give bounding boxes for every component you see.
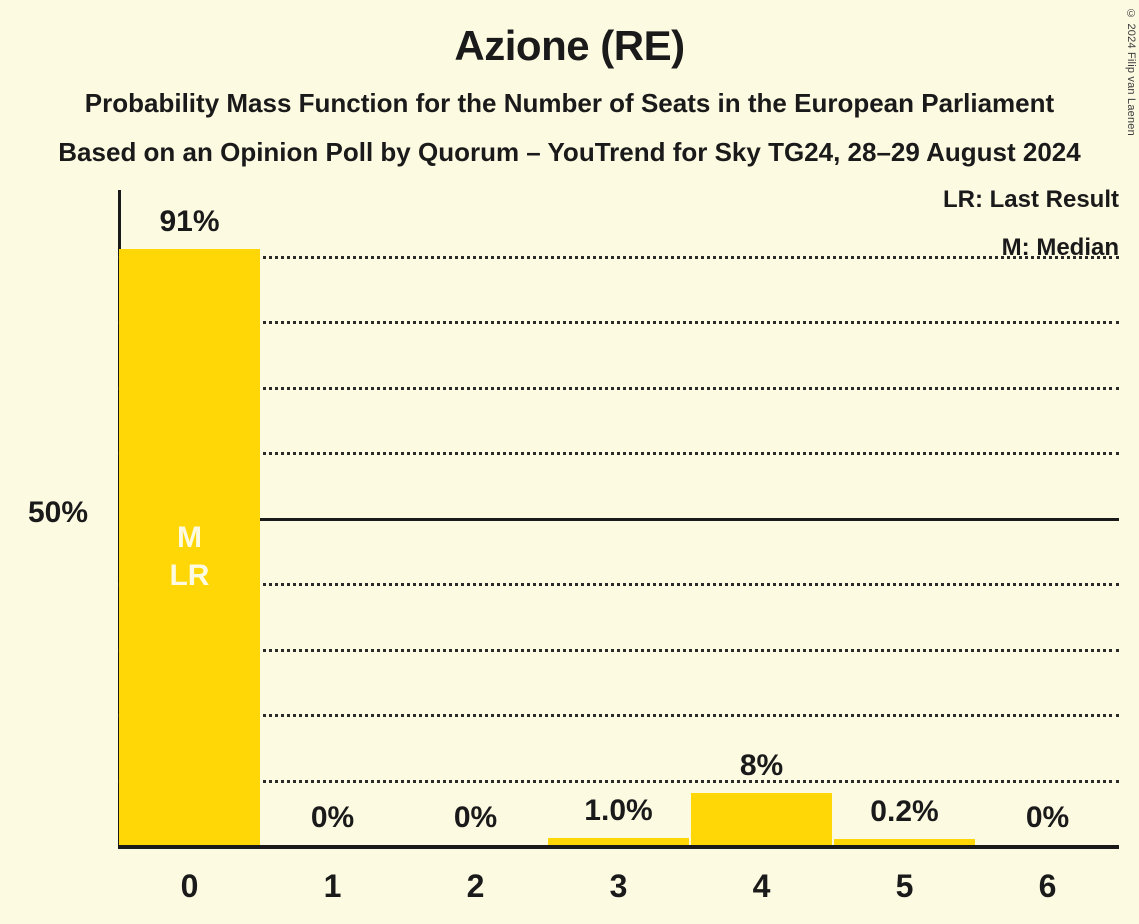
y-axis-label-50: 50%	[28, 496, 89, 529]
median-marker: M	[176, 520, 202, 554]
x-tick-0: 0	[180, 868, 199, 904]
last-result-marker: LR	[169, 558, 210, 592]
x-tick-3: 3	[609, 868, 628, 904]
bar-seats-4	[691, 792, 832, 845]
value-label-seats-3: 1.0%	[584, 794, 653, 828]
value-label-seats-4: 8%	[739, 748, 784, 782]
bar-seats-0: M LR	[119, 248, 260, 845]
gridline-40	[118, 583, 1119, 586]
gridline-70	[118, 386, 1119, 390]
bar-seats-5	[834, 839, 975, 845]
gridline-major-50	[118, 517, 1119, 521]
gridline-20	[118, 714, 1119, 717]
gridline-10	[118, 779, 1119, 783]
bar-marker-group: M LR	[119, 519, 259, 595]
bar-seats-3	[548, 838, 689, 845]
value-label-seats-1: 0%	[310, 801, 355, 834]
x-tick-4: 4	[752, 868, 771, 904]
x-tick-1: 1	[323, 868, 342, 904]
x-tick-6: 6	[1038, 868, 1057, 904]
x-axis-line	[118, 845, 1119, 849]
plot-area: M LR	[118, 190, 1119, 848]
copyright-notice: © 2024 Filip van Laenen	[1125, 8, 1137, 136]
page-title: Azione (RE)	[454, 22, 685, 69]
gridline-90	[118, 255, 1119, 259]
value-label-seats-5: 0.2%	[870, 795, 939, 828]
value-label-seats-2: 0%	[453, 801, 498, 834]
legend-last-result: LR: Last Result	[942, 186, 1119, 213]
chart-subtitle: Probability Mass Function for the Number…	[84, 88, 1055, 118]
value-label-seats-6: 0%	[1025, 801, 1070, 834]
x-tick-2: 2	[466, 868, 485, 904]
x-tick-5: 5	[895, 868, 914, 904]
gridline-80	[118, 321, 1119, 324]
chart-source-line: Based on an Opinion Poll by Quorum – You…	[58, 137, 1081, 167]
gridline-30	[118, 648, 1119, 652]
value-label-seats-0: 91%	[159, 204, 220, 238]
gridline-60	[118, 452, 1119, 455]
